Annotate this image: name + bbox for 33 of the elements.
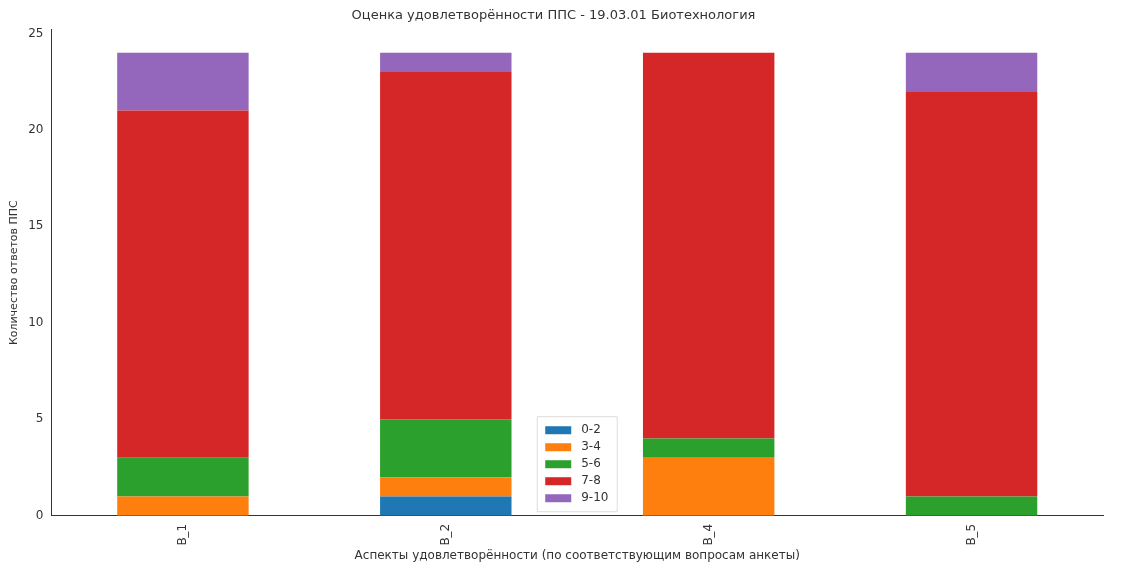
y-tick-label: 5 [35, 411, 44, 426]
bar [380, 72, 512, 420]
y-tick-label: 0 [35, 507, 44, 522]
bar [117, 457, 249, 497]
legend-label: 9-10 [581, 490, 609, 505]
y-tick-label: 10 [28, 314, 44, 329]
x-tick-label: B_1 [175, 523, 190, 546]
bar [117, 52, 249, 111]
bar [117, 496, 249, 516]
bar [905, 496, 1038, 516]
x-tick-label: B_4 [700, 523, 715, 546]
bar [905, 91, 1038, 497]
y-axis-title: Количество ответов ППС [7, 199, 21, 346]
bar [905, 52, 1038, 92]
bar [380, 477, 512, 497]
bar [380, 419, 512, 478]
bar [117, 110, 249, 458]
y-tick-label: 20 [28, 122, 44, 137]
y-tick-label: 15 [28, 218, 44, 233]
legend-label: 5-6 [581, 456, 601, 471]
legend-label: 3-4 [581, 439, 601, 454]
x-tick-label: B_2 [437, 523, 452, 546]
legend-label: 0-2 [581, 422, 601, 437]
bar [642, 457, 775, 516]
bar [380, 52, 512, 73]
bar [642, 438, 775, 458]
y-tick-label: 25 [28, 25, 44, 40]
bar [642, 52, 775, 439]
bar [380, 496, 512, 516]
x-axis-title: Аспекты удовлетворённости (по соответствующим вопросам анкеты) [354, 547, 800, 562]
x-tick-label: B_5 [963, 523, 978, 546]
legend-label: 7-8 [581, 473, 601, 488]
chart-title: Оценка удовлетворённости ППС - 19.03.01 Биотехнология [351, 7, 756, 23]
